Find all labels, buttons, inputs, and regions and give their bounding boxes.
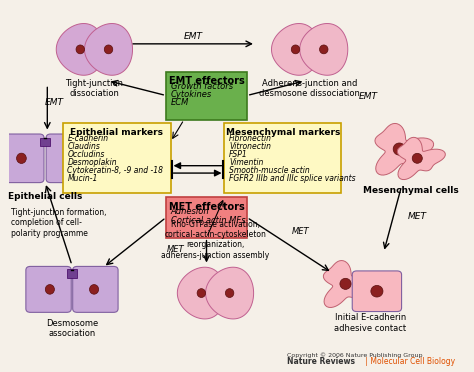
Text: Claudins: Claudins — [67, 142, 100, 151]
Ellipse shape — [225, 289, 234, 298]
Ellipse shape — [64, 153, 73, 163]
Ellipse shape — [412, 153, 422, 163]
Ellipse shape — [17, 153, 26, 163]
Bar — [66, 269, 77, 278]
Text: Mesenchymal markers: Mesenchymal markers — [226, 128, 340, 137]
Text: E-cadherin: E-cadherin — [67, 134, 109, 142]
Polygon shape — [56, 23, 104, 75]
FancyBboxPatch shape — [73, 266, 118, 312]
Polygon shape — [323, 260, 377, 308]
Text: MET: MET — [166, 246, 184, 254]
FancyBboxPatch shape — [166, 197, 247, 238]
Polygon shape — [84, 23, 133, 75]
Polygon shape — [375, 124, 434, 175]
Text: Smooth-muscle actin: Smooth-muscle actin — [229, 166, 310, 175]
Text: Desmosome
association: Desmosome association — [46, 319, 98, 338]
Ellipse shape — [371, 285, 383, 297]
Text: MET: MET — [408, 212, 427, 221]
Text: Cytokines: Cytokines — [171, 90, 212, 99]
Polygon shape — [272, 23, 319, 75]
FancyBboxPatch shape — [166, 71, 247, 119]
Text: EMT: EMT — [358, 92, 377, 101]
Text: Adhesion: Adhesion — [171, 208, 209, 217]
Polygon shape — [397, 137, 445, 180]
Text: Epithelial cells: Epithelial cells — [8, 192, 82, 201]
Polygon shape — [206, 267, 254, 319]
Text: Fibronectin: Fibronectin — [229, 134, 272, 142]
Text: EMT effectors: EMT effectors — [169, 76, 245, 86]
Text: EMT: EMT — [45, 98, 64, 107]
Ellipse shape — [90, 285, 99, 294]
Ellipse shape — [104, 45, 113, 54]
FancyBboxPatch shape — [46, 134, 94, 183]
Text: Adherens-junction and
desmosone dissociation: Adherens-junction and desmosone dissocia… — [259, 79, 360, 98]
Text: Nature Reviews: Nature Reviews — [287, 357, 355, 366]
Text: Vimentin: Vimentin — [229, 158, 263, 167]
Text: Desmoplakin: Desmoplakin — [67, 158, 117, 167]
Text: | Molecular Cell Biology: | Molecular Cell Biology — [364, 357, 456, 366]
Text: Initial E-cadherin
adhesive contact: Initial E-cadherin adhesive contact — [334, 313, 406, 333]
Text: Rho-GTPase activation,
cortical-actin-cytoskeleton
reorganization,
adherens-junc: Rho-GTPase activation, cortical-actin-cy… — [161, 219, 270, 260]
Text: FSP1: FSP1 — [229, 150, 248, 159]
Ellipse shape — [76, 45, 84, 54]
Text: Tight-junction
dissociation: Tight-junction dissociation — [65, 79, 123, 98]
FancyBboxPatch shape — [0, 134, 44, 183]
Text: Occludins: Occludins — [67, 150, 105, 159]
Text: Copyright © 2006 Nature Publishing Group: Copyright © 2006 Nature Publishing Group — [287, 352, 423, 358]
Polygon shape — [300, 23, 348, 75]
Text: MET effectors: MET effectors — [169, 202, 245, 212]
Ellipse shape — [340, 278, 351, 289]
Polygon shape — [177, 267, 225, 319]
Ellipse shape — [292, 45, 300, 54]
Ellipse shape — [319, 45, 328, 54]
FancyBboxPatch shape — [26, 266, 71, 312]
Ellipse shape — [197, 289, 206, 298]
Text: Epithelial markers: Epithelial markers — [70, 128, 164, 137]
Text: Mesenchymal cells: Mesenchymal cells — [363, 186, 458, 195]
Text: Cytokeratin-8, -9 and -18: Cytokeratin-8, -9 and -18 — [67, 166, 164, 175]
FancyBboxPatch shape — [352, 271, 401, 311]
Text: MET: MET — [292, 227, 310, 236]
Text: ECM: ECM — [171, 98, 189, 107]
FancyBboxPatch shape — [225, 123, 341, 193]
Text: Tight-junction formation,
completion of cell-
polarity programme: Tight-junction formation, completion of … — [11, 208, 107, 238]
Text: Mucin-1: Mucin-1 — [67, 174, 98, 183]
Text: Growth factors: Growth factors — [171, 82, 233, 91]
Text: Vitronectin: Vitronectin — [229, 142, 271, 151]
Bar — [40, 138, 50, 146]
Text: FGFR2 IIIb and IIIc splice variants: FGFR2 IIIb and IIIc splice variants — [229, 174, 356, 183]
Text: Cortical actin MFs: Cortical actin MFs — [171, 215, 245, 225]
Ellipse shape — [393, 143, 405, 155]
Text: EMT: EMT — [183, 32, 202, 41]
FancyBboxPatch shape — [63, 123, 171, 193]
Ellipse shape — [46, 285, 55, 294]
